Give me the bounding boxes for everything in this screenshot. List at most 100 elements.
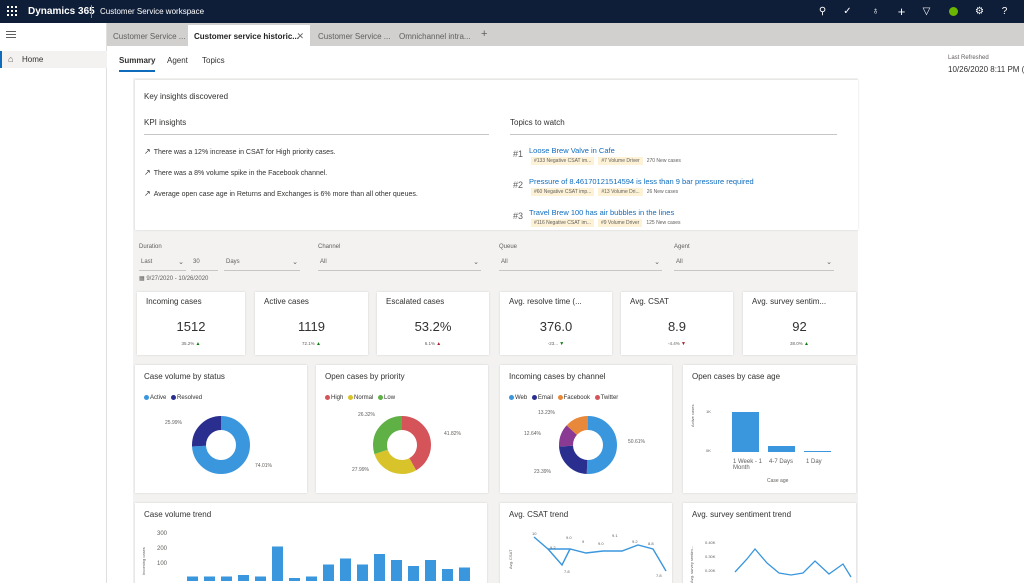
data-label: 12.64% [524, 431, 541, 437]
y-tick: 0.40K [705, 540, 716, 545]
kpi-insight-line: ↗ There was a 8% volume spike in the Face… [144, 168, 328, 177]
axis-label: Active cases [690, 404, 695, 427]
bar [323, 564, 334, 581]
duration-unit-select[interactable]: Days ⌄ [224, 259, 300, 271]
kpi-label: Avg. CSAT [630, 297, 669, 306]
data-label: 9 [582, 539, 585, 544]
data-label: 13.23% [538, 410, 555, 416]
kpi-value: 8.9 [667, 319, 687, 334]
data-label: 41.82% [444, 431, 461, 437]
close-icon[interactable]: ✕ [296, 31, 304, 41]
topic-link[interactable]: Loose Brew Valve in Cafe [529, 146, 615, 155]
session-tab-active[interactable]: Customer service historic... ✕ [188, 25, 310, 46]
topic-tags: #116 Negative CSAT im... #9 Volume Driver… [531, 219, 681, 227]
bar [442, 569, 453, 581]
tab-topics[interactable]: Topics [202, 56, 225, 65]
queue-select[interactable]: All ⌄ [499, 259, 662, 271]
add-tab-icon[interactable]: + [481, 28, 488, 40]
topic-rank: #2 [513, 180, 524, 190]
donut-chart [559, 416, 617, 474]
chart-open-cases-by-age[interactable]: Open cases by case age Active cases 1K 0… [683, 365, 856, 493]
topic-link[interactable]: Travel Brew 100 has air bubbles in the l… [529, 208, 675, 217]
donut-chart [373, 416, 431, 474]
slice-facebook [559, 416, 617, 474]
tab-summary[interactable]: Summary [119, 56, 156, 72]
data-label: 27.99% [352, 467, 369, 473]
task-icon[interactable]: ✓ [843, 6, 852, 17]
key-insights-card: Key insights discovered KPI insights ↗ Th… [135, 80, 858, 230]
x-tick: 1 Day [806, 459, 822, 465]
waffle-icon[interactable] [7, 6, 17, 16]
duration-mode-select[interactable]: Last ⌄ [139, 259, 186, 271]
chart-incoming-cases-by-channel[interactable]: Incoming cases by channel Web Email Face… [500, 365, 672, 493]
bar [272, 546, 283, 581]
kpi-label: Avg. survey sentim... [752, 297, 827, 306]
chart-open-cases-by-priority[interactable]: Open cases by priority High Normal Low 2… [316, 365, 488, 493]
chart-case-volume-by-status[interactable]: Case volume by status Active Resolved 25… [135, 365, 307, 493]
data-label: 9.0 [598, 541, 604, 546]
chart-case-volume-trend[interactable]: Case volume trend Incoming cases 300 200… [135, 503, 487, 583]
session-tab[interactable]: Customer Service ... [318, 32, 390, 41]
slice-low [373, 416, 431, 474]
kpi-card-sentiment[interactable]: Avg. survey sentim... 92 38.0% ▲ [743, 292, 856, 355]
search-icon[interactable]: ⚲ [818, 6, 827, 17]
kpi-value: 376.0 [539, 319, 573, 334]
calendar-icon: ▦ [139, 276, 147, 282]
kpi-card-escalated[interactable]: Escalated cases 53.2% 6.1% ▲ [377, 292, 489, 355]
session-tab[interactable]: Customer Service ... [113, 32, 186, 41]
bar [255, 576, 266, 581]
plus-icon[interactable]: + [897, 4, 906, 19]
bar [238, 575, 249, 581]
chart-title: Incoming cases by channel [509, 372, 606, 381]
chevron-down-icon: ⌄ [473, 259, 479, 266]
session-tab-label: Customer service historic... [194, 32, 299, 41]
kpi-card-resolve-time[interactable]: Avg. resolve time (... 376.0 -23... ▼ [500, 292, 612, 355]
dashboard: Key insights discovered KPI insights ↗ Th… [133, 78, 858, 583]
topic-link[interactable]: Pressure of 8.46170121514594 is less tha… [529, 177, 754, 186]
presence-icon[interactable] [947, 5, 960, 18]
session-tabs: Customer Service ... Customer service hi… [107, 23, 1024, 46]
axis-label: Avg. survey sentim... [689, 545, 694, 583]
line-series [533, 536, 667, 572]
hamburger-menu-icon[interactable] [6, 31, 16, 40]
sidebar-item-home[interactable]: ⌂ Home [0, 51, 107, 68]
kpi-insight-line: ↗ Average open case age in Returns and Ex… [144, 189, 418, 198]
trend-arrow-icon: ↗ [144, 168, 151, 177]
slice-normal [373, 416, 431, 474]
gear-icon[interactable]: ⚙ [975, 6, 984, 17]
slice-resolved [192, 416, 250, 474]
topic-rank: #1 [513, 149, 524, 159]
data-label: 8.8 [648, 541, 654, 546]
bar [187, 576, 198, 581]
kpi-insights-header: KPI insights [144, 118, 489, 135]
app-brand[interactable]: Dynamics 365 [28, 6, 95, 17]
duration-value-input[interactable]: 30 [191, 259, 218, 271]
agent-select[interactable]: All ⌄ [674, 259, 834, 271]
data-label: 7.8 [656, 573, 662, 578]
tab-agent[interactable]: Agent [167, 56, 188, 65]
session-tab[interactable]: Omnichannel intra... [399, 32, 471, 41]
home-icon: ⌂ [8, 54, 14, 64]
channel-select[interactable]: All ⌄ [318, 259, 481, 271]
bar [221, 576, 232, 581]
kpi-card-incoming[interactable]: Incoming cases 1512 35.2% ▲ [137, 292, 245, 355]
chart-avg-survey-sentiment-trend[interactable]: Avg. survey sentiment trend Avg. survey … [683, 503, 856, 583]
chevron-down-icon: ⌄ [654, 259, 660, 266]
bar [425, 560, 436, 581]
trend-arrow-icon: ↗ [144, 147, 151, 156]
chart-avg-csat-trend[interactable]: Avg. CSAT trend Avg. CSAT 10 9.2 9.0 9 9… [500, 503, 672, 583]
bar [289, 578, 300, 581]
kpi-label: Escalated cases [386, 297, 445, 306]
lightbulb-icon[interactable]: ♁ [871, 6, 880, 17]
y-tick: 0.30K [705, 554, 716, 559]
kpi-card-active[interactable]: Active cases 1119 72.1% ▲ [255, 292, 368, 355]
question-icon[interactable]: ? [1001, 6, 1008, 17]
kpi-label: Active cases [264, 297, 309, 306]
x-tick: 1 Week - 1 Month [733, 459, 762, 471]
filter-icon[interactable]: ▽ [922, 6, 931, 17]
axis-label: Incoming cases [141, 547, 146, 575]
chevron-down-icon: ⌄ [178, 259, 184, 266]
kpi-card-csat[interactable]: Avg. CSAT 8.9 -4.4% ▼ [621, 292, 733, 355]
chart-legend: High Normal Low [325, 395, 398, 401]
topic-tags: #133 Negative CSAT im... #7 Volume Driver… [531, 157, 681, 165]
